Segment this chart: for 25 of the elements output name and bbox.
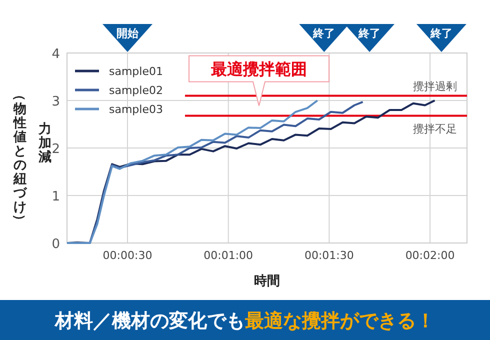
x-tick-label: 00:02:00 — [405, 249, 455, 262]
ref-line-label: 攪拌不足 — [413, 122, 457, 136]
banner: 材料／機材の変化でも最適な攪拌ができる！ — [0, 300, 490, 340]
legend-label: sample03 — [109, 103, 163, 116]
annotation: 最適攪拌範囲 — [188, 55, 330, 106]
x-axis-title: 時間 — [254, 274, 280, 289]
y-tick-label: 4 — [52, 47, 60, 62]
x-tick-label: 00:00:30 — [102, 249, 152, 262]
y-tick-label: 3 — [52, 94, 60, 110]
annotation: 開始 — [102, 24, 152, 52]
y-tick-label: 1 — [52, 190, 60, 204]
x-tick-label: 00:01:00 — [204, 249, 254, 262]
annotation: 最適攪拌範囲 — [210, 60, 307, 79]
annotation: 終了 — [299, 24, 350, 52]
x-tick-label: 00:01:30 — [304, 249, 354, 262]
text: （物性値との紐づけ） — [11, 88, 26, 227]
y-tick-label: 2 — [52, 142, 60, 157]
ref-line-label: 攪拌過剰 — [413, 80, 457, 93]
y-tick-label: 0 — [52, 237, 60, 252]
annotation: 終了 — [416, 24, 466, 52]
y-axis-title: 力加減 — [38, 122, 52, 166]
annotation: 終了 — [344, 24, 395, 52]
legend-label: sample02 — [109, 84, 163, 97]
ref-line: 攪拌不足 — [185, 114, 467, 136]
legend-label: sample01 — [109, 65, 163, 78]
